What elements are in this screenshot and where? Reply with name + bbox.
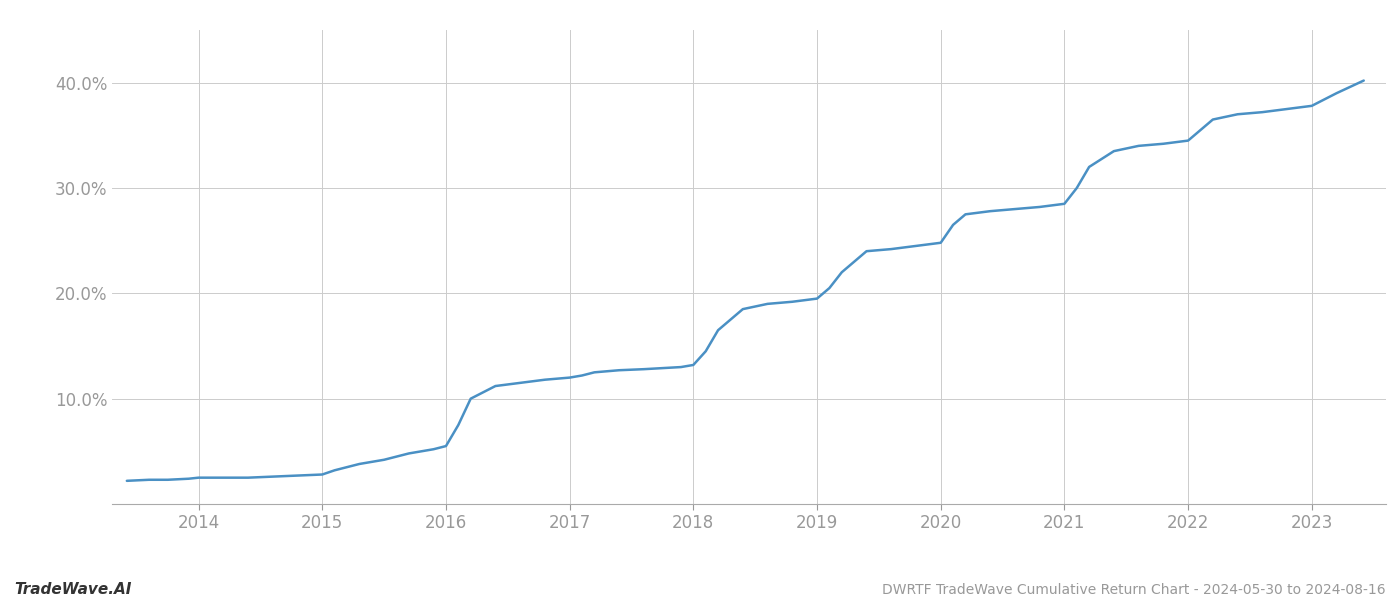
Text: TradeWave.AI: TradeWave.AI <box>14 582 132 597</box>
Text: DWRTF TradeWave Cumulative Return Chart - 2024-05-30 to 2024-08-16: DWRTF TradeWave Cumulative Return Chart … <box>882 583 1386 597</box>
